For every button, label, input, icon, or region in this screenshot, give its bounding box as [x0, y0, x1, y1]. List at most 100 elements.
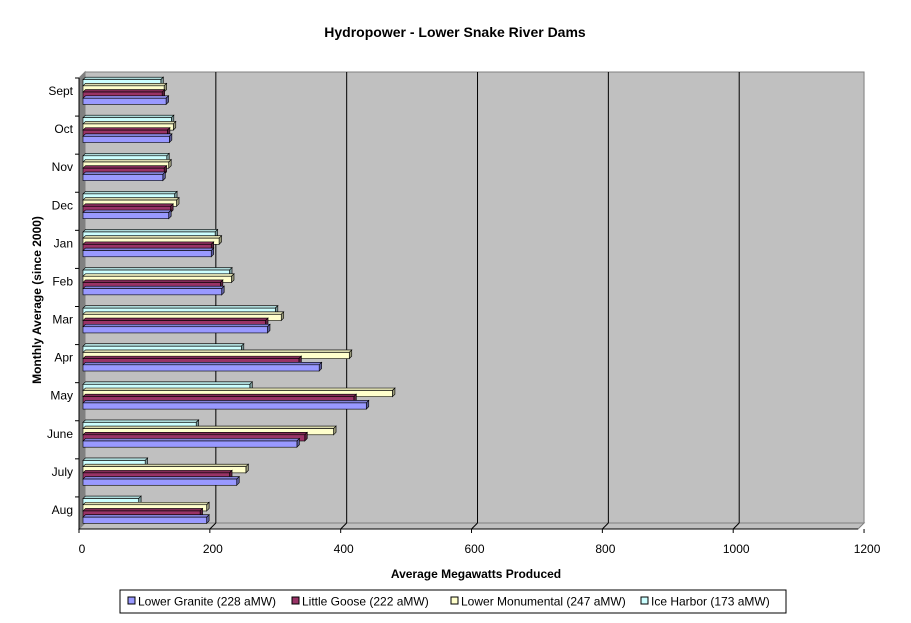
- bar-top-face: [82, 133, 173, 137]
- bar-top-face: [82, 241, 215, 245]
- y-tick-label: May: [50, 389, 73, 403]
- x-tick-label: 800: [595, 542, 615, 556]
- gridline-floor: [602, 522, 609, 530]
- bar-top-face: [82, 438, 301, 442]
- bar: [82, 136, 170, 143]
- legend-swatch: [450, 596, 459, 605]
- bar-top-face: [82, 419, 200, 423]
- bar-top-face: [82, 508, 204, 512]
- y-tick-label: Apr: [54, 351, 73, 365]
- legend-label: Ice Harbor (173 aMW): [651, 595, 770, 609]
- bar-top-face: [82, 273, 235, 277]
- bar-top-face: [82, 121, 177, 125]
- bar-top-face: [82, 387, 396, 391]
- bar-top-face: [82, 514, 210, 518]
- bars: [82, 76, 396, 525]
- bar-top-face: [82, 285, 225, 289]
- y-tick-label: Sept: [48, 84, 73, 98]
- bar-top-face: [82, 229, 219, 233]
- y-tick-label: June: [47, 427, 73, 441]
- plot-back-wall: [84, 71, 865, 524]
- bar-top-face: [82, 457, 149, 461]
- bar-top-face: [82, 95, 170, 99]
- y-axis-title: Monthly Average (since 2000): [30, 216, 44, 384]
- x-axis-title: Average Megawatts Produced: [391, 567, 561, 581]
- bar-top-face: [82, 83, 168, 87]
- bar: [82, 402, 367, 410]
- bar-top-face: [82, 495, 142, 499]
- bar: [82, 288, 222, 296]
- y-tick-label: July: [52, 465, 73, 479]
- bar-top-face: [82, 501, 210, 506]
- bar-top-face: [82, 305, 279, 309]
- x-tick-label: 1000: [723, 542, 750, 556]
- bar: [82, 97, 167, 105]
- bar-top-face: [82, 400, 370, 404]
- y-tick-label: Oct: [54, 122, 73, 136]
- plot-floor-face: [77, 522, 866, 530]
- axes: [75, 77, 865, 533]
- bar-top-face: [82, 311, 285, 315]
- bar-top-face: [82, 476, 240, 480]
- gridline-floor: [732, 522, 740, 530]
- y-tick-label: Dec: [52, 198, 73, 212]
- bar-top-face: [82, 343, 245, 347]
- bar: [82, 326, 268, 334]
- y-tick-label: Nov: [52, 160, 73, 174]
- bar-top-face: [82, 279, 224, 283]
- bar-top-face: [82, 203, 174, 207]
- x-tick-label: 0: [79, 542, 86, 556]
- legend-label: Lower Monumental (247 aMW): [461, 595, 626, 609]
- bar: [82, 364, 320, 372]
- bar-top-face: [82, 349, 353, 353]
- bar-top-face: [82, 165, 168, 169]
- bar-top-face: [82, 159, 172, 163]
- bar-top-face: [82, 171, 167, 175]
- bar-top-face: [82, 247, 215, 251]
- bar: [82, 516, 207, 524]
- bar-top-face: [82, 76, 165, 80]
- legend-swatch: [640, 596, 649, 605]
- gridline-floor: [471, 522, 478, 530]
- bar: [82, 212, 170, 219]
- bar-top-face: [82, 470, 233, 474]
- x-tick-label: 1200: [854, 542, 881, 556]
- bar-top-face: [82, 191, 178, 195]
- bar-top-face: [82, 197, 180, 201]
- bar-top-face: [82, 153, 170, 157]
- y-tick-labels: Sept Oct Nov Dec Jan Feb Mar Apr May June July Aug: [47, 84, 74, 517]
- x-tick-label: 600: [465, 542, 485, 556]
- bar-top-face: [82, 127, 171, 131]
- bar-top-face: [82, 89, 166, 93]
- bar-top-face: [82, 431, 308, 436]
- y-tick-label: Mar: [52, 313, 73, 327]
- bar-top-face: [82, 317, 269, 321]
- legend-label: Lower Granite (228 aMW): [138, 595, 276, 609]
- bar-top-face: [82, 381, 254, 385]
- bar-top-face: [82, 355, 303, 359]
- bar-top-face: [82, 114, 175, 119]
- legend-swatch: [291, 596, 300, 605]
- bar: [82, 174, 164, 181]
- bar: [82, 478, 238, 486]
- y-tick-label: Aug: [52, 503, 73, 517]
- gridline-floor: [340, 522, 348, 530]
- bar-top-face: [82, 209, 172, 213]
- legend: Lower Granite (228 aMW) Little Goose (222…: [119, 589, 787, 614]
- bar-top-face: [82, 362, 323, 366]
- bar-top-face: [82, 463, 250, 467]
- bar-top-face: [82, 323, 271, 328]
- bar-top-face: [82, 235, 223, 239]
- plot-floor: [77, 70, 866, 531]
- gridlines: [209, 72, 740, 530]
- y-tick-label: Feb: [52, 274, 73, 288]
- chart-title: Hydropower - Lower Snake River Dams: [324, 24, 586, 40]
- gridline-floor: [209, 522, 217, 530]
- x-tick-label: 400: [334, 542, 354, 556]
- legend-label: Little Goose (222 aMW): [302, 595, 429, 609]
- bar-top-face: [82, 267, 233, 271]
- x-tick-labels: 0 200 400 600 800 1000 1200: [79, 542, 881, 556]
- y-tick-label: Jan: [54, 236, 73, 250]
- bar: [82, 440, 298, 448]
